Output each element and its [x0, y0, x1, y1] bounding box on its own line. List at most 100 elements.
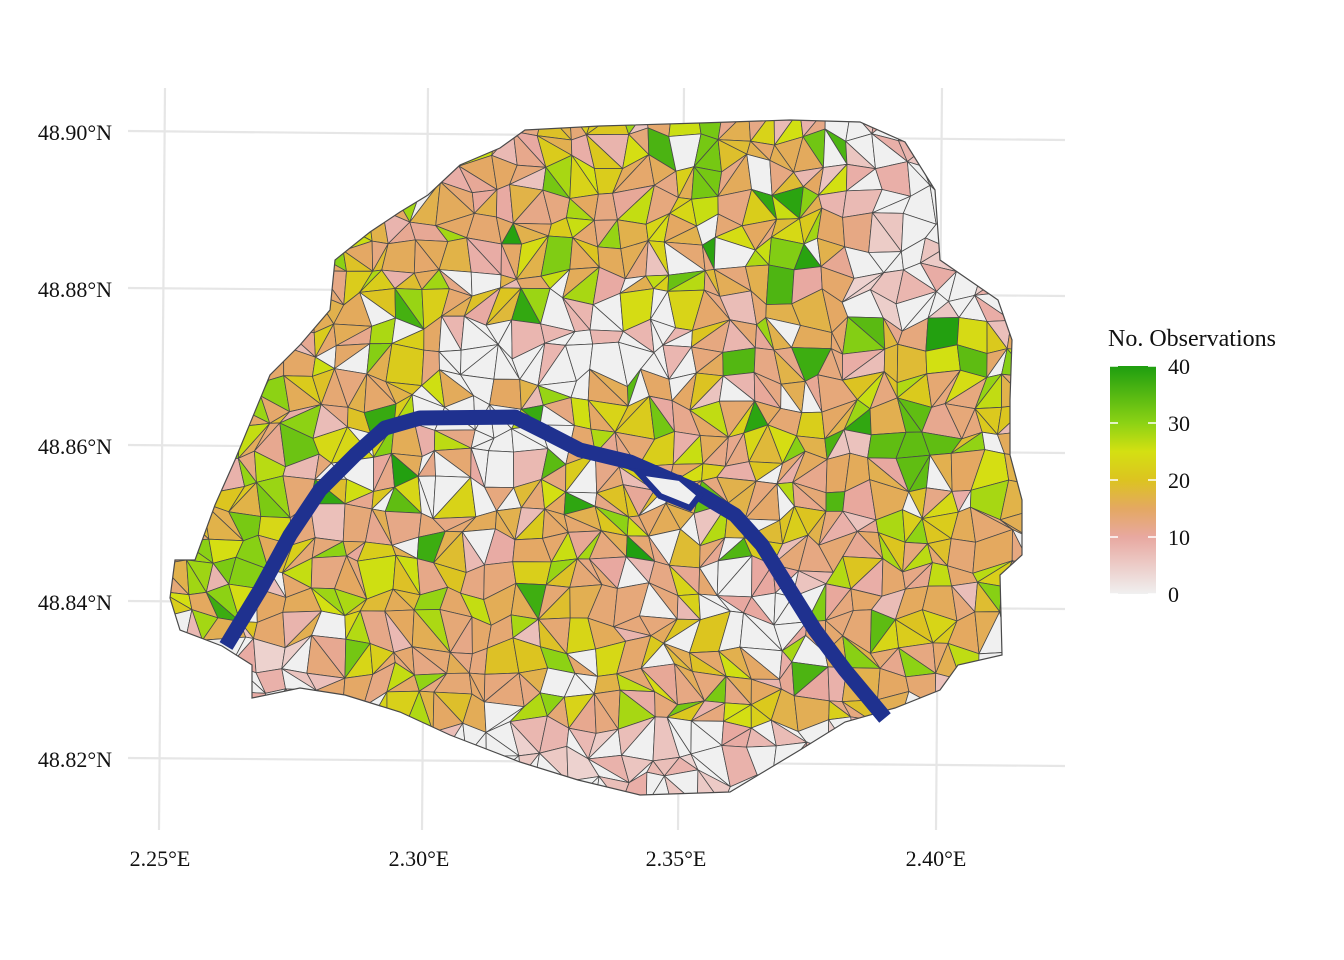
observation-cell: [997, 751, 1022, 775]
observation-cell: [211, 691, 238, 732]
legend-label-30: 30: [1168, 411, 1190, 436]
observation-cell: [342, 723, 361, 748]
observation-cell: [414, 757, 441, 786]
observation-cell: [946, 724, 982, 758]
observation-cell: [319, 133, 335, 166]
observation-cell: [235, 785, 263, 795]
observation-cell: [177, 159, 217, 193]
observation-cell: [972, 140, 998, 173]
observation-cell: [181, 249, 208, 268]
observation-cell: [1010, 319, 1022, 353]
observation-cell: [333, 120, 358, 142]
observation-cell: [260, 720, 284, 756]
observation-cell: [800, 748, 829, 783]
observation-cell: [460, 120, 495, 145]
observation-cell: [585, 120, 630, 136]
observation-cell: [208, 190, 238, 222]
observation-cell: [358, 742, 395, 787]
observation-cell: [919, 705, 949, 731]
observation-cell: [209, 743, 231, 787]
observation-cell: [266, 326, 285, 347]
observation-cell: [722, 347, 756, 377]
observation-cell: [945, 677, 985, 705]
observation-cell: [176, 141, 217, 161]
paris-boundary: [169, 119, 1023, 796]
observation-cell: [997, 721, 1022, 760]
seine-river: [219, 409, 891, 723]
observation-cell: [355, 136, 391, 172]
observation-cell: [331, 163, 361, 183]
observation-cell: [977, 120, 1005, 129]
observation-cell: [999, 479, 1022, 521]
observation-cell: [974, 241, 1011, 275]
observation-cell: [535, 772, 569, 795]
observation-cell: [1001, 347, 1022, 378]
observation-cell: [868, 756, 907, 777]
observation-cell: [382, 156, 411, 201]
observation-cell: [170, 510, 183, 542]
observation-cell: [208, 303, 232, 321]
observation-cell: [184, 249, 207, 268]
observation-cell: [235, 120, 271, 134]
observation-cell: [170, 136, 178, 165]
observation-cell: [228, 784, 256, 795]
observation-cell: [267, 324, 283, 346]
observation-cell: [355, 158, 384, 183]
y-tick-label-0: 48.90°N: [38, 120, 112, 145]
observation-cell: [235, 218, 255, 241]
observation-cell: [170, 640, 193, 676]
observation-cell: [229, 291, 257, 321]
observation-cell: [279, 264, 315, 301]
observation-cell: [854, 718, 883, 760]
observation-cell: [867, 756, 907, 777]
observation-cell: [284, 141, 321, 172]
observation-cell: [899, 771, 936, 795]
observation-cell: [848, 774, 878, 795]
observation-cell: [170, 724, 195, 759]
observation-cell: [359, 746, 388, 786]
observation-cell: [237, 343, 269, 382]
observation-cell: [969, 185, 998, 223]
observation-cell: [433, 776, 468, 795]
observation-cell: [252, 238, 288, 278]
observation-cell: [313, 120, 340, 143]
observation-cell: [409, 131, 438, 158]
observation-cell: [386, 719, 416, 759]
observation-cell: [798, 771, 826, 795]
observation-cell: [900, 780, 936, 795]
observation-cell: [268, 127, 297, 172]
x-tick-label-1: 2.30°E: [389, 846, 450, 871]
observation-cell: [186, 663, 208, 701]
observation-cell: [996, 186, 1022, 218]
observation-cell: [176, 182, 217, 216]
observation-cell: [977, 672, 1005, 694]
y-tick-label-1: 48.88°N: [38, 277, 112, 302]
observation-cell: [331, 133, 358, 172]
observation-cell: [848, 758, 883, 777]
observation-cell: [240, 131, 271, 172]
observation-cell: [663, 774, 699, 795]
observation-cell: [184, 639, 209, 676]
observation-cell: [175, 120, 213, 144]
observation-cell: [207, 662, 234, 690]
observation-cell: [929, 167, 963, 192]
observation-cell: [996, 159, 1022, 188]
observation-cell: [385, 343, 425, 387]
observation-cell: [969, 180, 998, 223]
observation-cell: [417, 759, 441, 786]
observation-cell: [980, 745, 1006, 775]
observation-cell: [229, 724, 267, 753]
observation-cell: [927, 780, 954, 795]
observation-cell: [209, 752, 231, 788]
observation-cell: [170, 773, 187, 795]
observation-cell: [207, 661, 238, 693]
observation-cell: [536, 120, 573, 141]
observation-cell: [414, 731, 441, 761]
observation-cell: [240, 238, 271, 274]
observation-cell: [170, 674, 193, 701]
ile-de-la-cite: [630, 467, 705, 512]
observation-cell: [170, 374, 193, 405]
observation-cell: [286, 774, 318, 795]
observation-cell: [170, 140, 182, 165]
observation-cell: [1001, 120, 1022, 138]
